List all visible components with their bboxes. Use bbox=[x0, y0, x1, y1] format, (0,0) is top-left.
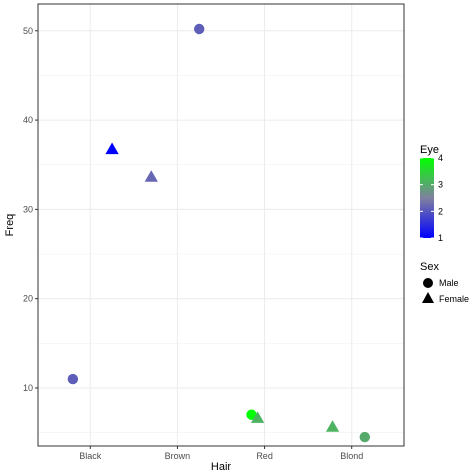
color-bar bbox=[420, 158, 434, 238]
color-bar-tick-label: 1 bbox=[438, 233, 443, 243]
shape-legend: Sex Male Female bbox=[420, 261, 469, 304]
data-point-male bbox=[67, 373, 79, 385]
x-axis-title: Hair bbox=[211, 461, 232, 473]
y-tick-label: 20 bbox=[23, 294, 33, 304]
legend-male-symbol bbox=[423, 278, 433, 288]
grid-lines bbox=[38, 4, 404, 446]
data-point-male bbox=[359, 431, 370, 443]
panel-background bbox=[38, 4, 404, 446]
data-point-female bbox=[325, 420, 340, 432]
data-point-female bbox=[105, 142, 119, 155]
x-axis: Black Brown Red Blond bbox=[79, 446, 363, 461]
panel-border bbox=[37, 3, 405, 447]
data-points bbox=[67, 23, 370, 443]
y-tick-label: 40 bbox=[23, 115, 33, 125]
color-bar-ticks: 1 2 3 4 bbox=[420, 153, 443, 243]
data-point-male bbox=[246, 409, 257, 420]
data-point-female bbox=[250, 411, 265, 423]
y-tick-label: 30 bbox=[23, 204, 33, 214]
shape-legend-title: Sex bbox=[420, 261, 439, 273]
y-tick-label: 10 bbox=[23, 383, 33, 393]
color-legend-title: Eye bbox=[420, 144, 439, 156]
y-tick-label: 50 bbox=[23, 26, 33, 36]
x-tick-label: Blond bbox=[340, 451, 363, 461]
legend-female-label: Female bbox=[439, 294, 469, 304]
x-tick-label: Brown bbox=[165, 451, 191, 461]
color-legend: Eye 1 2 3 4 bbox=[420, 144, 443, 243]
x-tick-label: Black bbox=[79, 451, 102, 461]
legend-female-symbol bbox=[422, 292, 434, 303]
y-axis-title: Freq bbox=[4, 214, 16, 237]
color-bar-tick-label: 3 bbox=[438, 180, 443, 190]
x-tick-label: Red bbox=[256, 451, 273, 461]
data-point-female bbox=[144, 170, 158, 182]
y-axis: 10 20 30 40 50 bbox=[23, 26, 38, 393]
data-point-male bbox=[194, 23, 205, 35]
color-bar-tick-label: 4 bbox=[438, 153, 443, 163]
color-bar-tick-label: 2 bbox=[438, 206, 443, 216]
legend-male-label: Male bbox=[439, 278, 459, 288]
